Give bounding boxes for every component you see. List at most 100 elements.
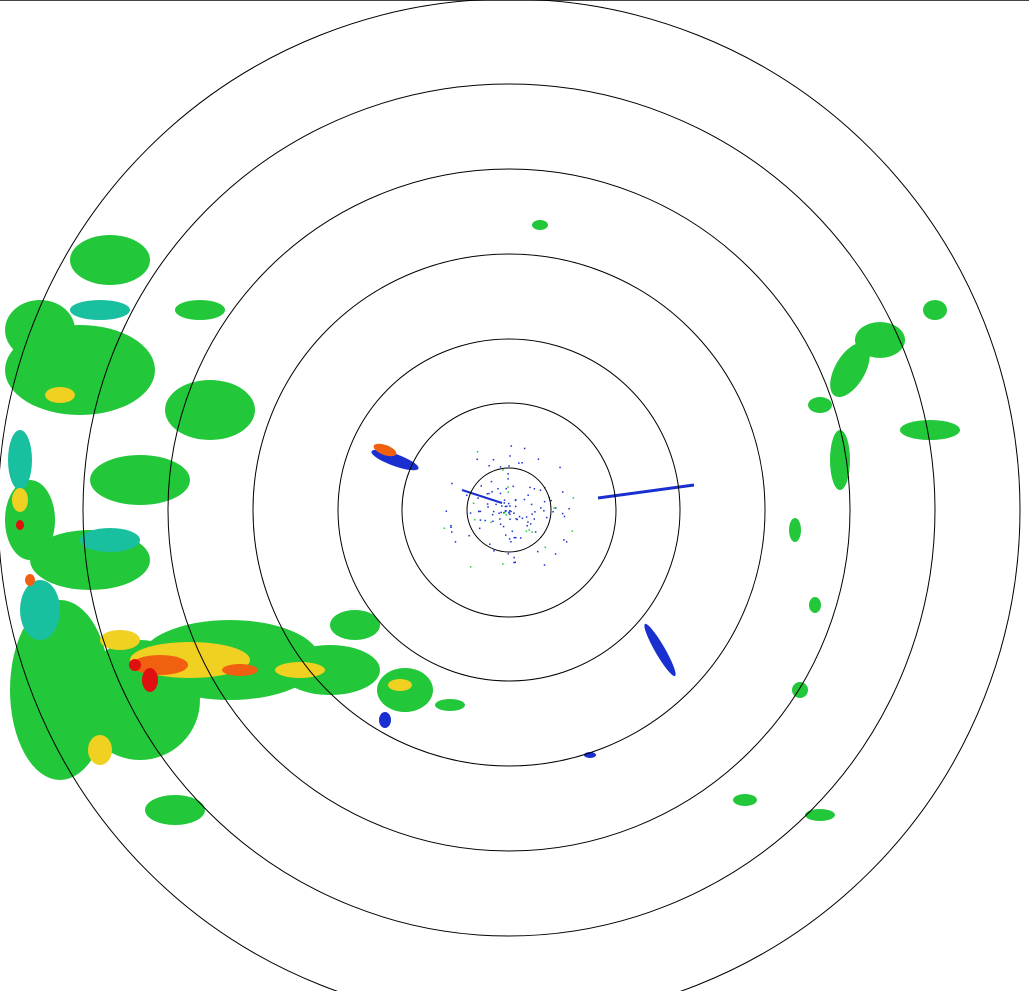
clutter-point — [561, 512, 564, 515]
echo-cell — [808, 397, 832, 413]
clutter-point — [486, 503, 489, 505]
clutter-point — [509, 518, 511, 521]
echo-cell — [830, 430, 850, 490]
clutter-point — [534, 511, 536, 513]
clutter-point — [536, 550, 539, 553]
echo-cell — [275, 662, 325, 678]
range-ring — [82, 83, 936, 937]
range-ring — [401, 402, 617, 618]
clutter-point — [480, 485, 483, 487]
range-ring — [167, 168, 851, 852]
clutter-point — [525, 516, 528, 518]
clutter-point — [561, 491, 564, 493]
clutter-point — [502, 469, 504, 471]
clutter-point — [530, 503, 533, 506]
clutter-point — [527, 494, 529, 496]
clutter-point — [525, 530, 528, 533]
clutter-point — [565, 541, 568, 543]
clutter-point — [492, 510, 495, 513]
clutter-point — [502, 525, 505, 528]
echo-cell — [90, 455, 190, 505]
clutter-point — [451, 531, 453, 533]
clutter-point — [507, 478, 509, 480]
clutter-point — [507, 473, 509, 475]
range-ring — [337, 338, 681, 682]
clutter-point — [514, 536, 517, 539]
echo-cell — [20, 580, 60, 640]
clutter-point — [552, 511, 554, 513]
clutter-point — [505, 514, 508, 516]
clutter-point — [544, 546, 547, 549]
clutter-point — [450, 524, 452, 527]
echo-cell — [379, 712, 391, 728]
clutter-point — [529, 523, 532, 525]
echo-cell — [923, 300, 947, 320]
clutter-point — [503, 502, 506, 504]
clutter-point — [539, 489, 542, 491]
clutter-point — [479, 510, 482, 513]
clutter-point — [476, 450, 479, 453]
clutter-point — [492, 520, 494, 523]
echo-cell — [16, 520, 24, 530]
echo-cell — [175, 300, 225, 320]
clutter-point — [519, 537, 522, 539]
clutter-point — [510, 510, 512, 513]
echo-cell — [789, 518, 801, 542]
clutter-point — [537, 458, 540, 460]
clutter-point — [504, 511, 506, 514]
clutter-point — [502, 563, 504, 565]
clutter-point — [479, 519, 482, 521]
clutter-point — [484, 519, 486, 522]
clutter-point — [515, 499, 517, 501]
echo-cell — [373, 443, 397, 457]
clutter-point — [488, 465, 490, 467]
clutter-point — [511, 530, 514, 533]
clutter-point — [491, 513, 494, 516]
clutter-spoke — [461, 489, 503, 504]
clutter-point — [466, 494, 468, 497]
clutter-point — [510, 541, 512, 543]
clutter-point — [526, 524, 528, 527]
echo-cell — [165, 380, 255, 440]
clutter-point — [553, 507, 555, 509]
clutter-point — [571, 530, 574, 532]
echo-cell — [142, 668, 158, 692]
clutter-point — [529, 486, 531, 489]
echo-cell — [792, 682, 808, 698]
clutter-point — [504, 534, 507, 536]
echo-cell — [532, 220, 548, 230]
echo-cell — [70, 300, 130, 320]
clutter-point — [523, 447, 526, 450]
clutter-point — [493, 550, 495, 552]
clutter-point — [487, 506, 489, 508]
echo-cell — [25, 574, 35, 586]
clutter-point — [508, 510, 511, 512]
echo-cell — [805, 809, 835, 821]
clutter-point — [451, 482, 453, 485]
clutter-point — [550, 499, 552, 502]
clutter-point — [503, 512, 505, 514]
clutter-point — [497, 487, 499, 490]
echo-cell — [809, 597, 821, 613]
echo-cell — [5, 300, 75, 360]
clutter-point — [514, 561, 517, 563]
clutter-point — [512, 485, 515, 488]
clutter-point — [495, 503, 497, 506]
clutter-point — [523, 498, 526, 501]
clutter-point — [498, 512, 500, 515]
clutter-point — [508, 465, 510, 467]
echo-cell — [830, 342, 870, 398]
clutter-point — [521, 462, 523, 464]
clutter-point — [476, 458, 478, 461]
echo-cell — [88, 735, 112, 765]
frame-top-border — [0, 0, 1029, 1]
clutter-point — [509, 505, 511, 507]
clutter-point — [510, 445, 513, 447]
clutter-point — [488, 492, 490, 495]
clutter-point — [486, 493, 489, 495]
echo-cell — [435, 699, 465, 711]
clutter-point — [443, 527, 446, 529]
clutter-point — [545, 516, 548, 519]
echo-cell — [330, 610, 380, 640]
